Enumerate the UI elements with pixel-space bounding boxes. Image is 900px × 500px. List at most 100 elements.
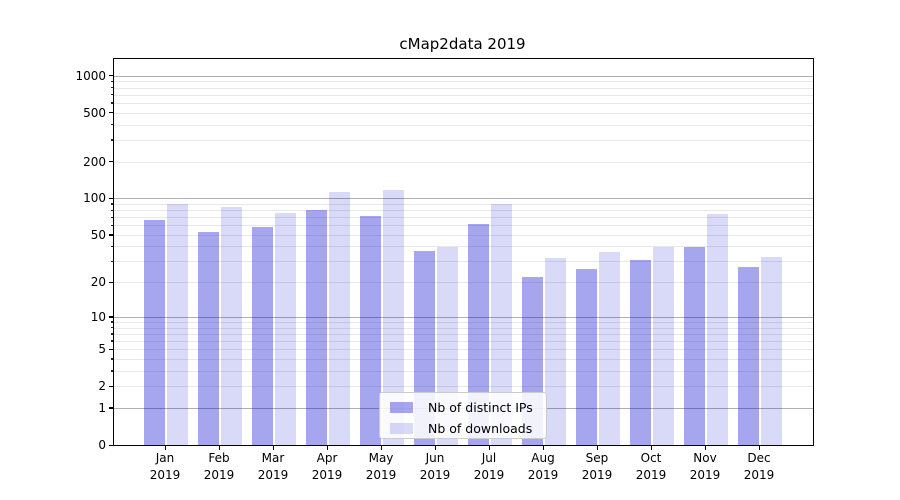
x-tick-label: Jul 2019 [473, 451, 505, 482]
y-minor-tick-mark [110, 327, 113, 329]
y-tick-label: 100 [83, 191, 106, 206]
x-tick-label: Jan 2019 [149, 451, 181, 482]
y-tick-label: 500 [83, 105, 106, 120]
y-tick-mark [109, 385, 113, 387]
y-tick-mark [109, 316, 113, 318]
minor-gridline [114, 327, 813, 329]
y-minor-tick-mark [110, 358, 113, 360]
y-minor-tick-mark [110, 80, 113, 82]
minor-gridline [114, 321, 813, 323]
y-tick-mark [109, 281, 113, 283]
minor-gridline [114, 81, 813, 83]
bar [576, 268, 597, 445]
minor-gridline [114, 217, 813, 219]
bar [545, 258, 566, 445]
bar [653, 246, 674, 445]
x-tick-mark [165, 446, 167, 450]
x-tick-mark [489, 446, 491, 450]
y-tick-label: 1000 [75, 68, 106, 83]
legend-entry-distinct-ips: Nb of distinct IPs [388, 399, 538, 416]
y-minor-tick-mark [110, 370, 113, 372]
minor-gridline [114, 340, 813, 342]
x-tick-label: Feb 2019 [203, 451, 235, 482]
bar [383, 189, 404, 445]
minor-gridline [114, 358, 813, 360]
x-tick-mark [435, 446, 437, 450]
minor-gridline [114, 386, 813, 388]
bar [738, 266, 759, 445]
bar [167, 203, 188, 445]
major-gridline [114, 198, 813, 200]
y-minor-tick-mark [110, 102, 113, 104]
legend-label: Nb of distinct IPs [428, 400, 533, 415]
bar [468, 223, 489, 445]
minor-gridline [114, 234, 813, 236]
x-tick-mark [705, 446, 707, 450]
minor-gridline [114, 94, 813, 96]
minor-gridline [114, 333, 813, 335]
bar [360, 216, 381, 445]
y-tick-mark [109, 234, 113, 236]
y-tick-mark [109, 112, 113, 114]
x-tick-label: May 2019 [365, 451, 397, 482]
x-tick-mark [327, 446, 329, 450]
y-tick-label: 0 [98, 438, 106, 452]
x-tick-mark [381, 446, 383, 450]
minor-gridline [114, 210, 813, 212]
y-minor-tick-mark [110, 340, 113, 342]
legend-swatch-downloads [390, 423, 413, 434]
x-tick-label: Jun 2019 [419, 451, 451, 482]
y-minor-tick-mark [110, 94, 113, 96]
y-tick-label: 5 [98, 342, 106, 357]
y-tick-label: 1 [98, 400, 106, 415]
y-minor-tick-mark [110, 260, 113, 263]
bar [275, 212, 296, 445]
y-minor-tick-mark [110, 333, 113, 335]
bar [252, 227, 273, 445]
y-minor-tick-mark [110, 321, 113, 323]
x-tick-label: Mar 2019 [257, 451, 289, 482]
minor-gridline [114, 349, 813, 351]
y-tick-label: 10 [90, 309, 106, 324]
y-tick-mark [109, 161, 113, 163]
minor-gridline [114, 87, 813, 89]
x-tick-label: Nov 2019 [689, 451, 721, 482]
plot-area [113, 58, 814, 446]
minor-gridline [114, 370, 813, 372]
minor-gridline [114, 112, 813, 114]
x-tick-label: Aug 2019 [527, 451, 559, 482]
y-tick-label: 20 [90, 275, 106, 290]
minor-gridline [114, 124, 813, 126]
major-gridline [114, 316, 813, 318]
bar [707, 214, 728, 445]
chart-title: cMap2data 2019 [399, 35, 526, 53]
y-tick-label: 200 [83, 154, 106, 169]
bar [198, 231, 219, 445]
bar [491, 203, 512, 445]
y-tick-mark [109, 75, 113, 77]
x-tick-mark [597, 446, 599, 450]
legend-entry-downloads: Nb of downloads [388, 420, 538, 437]
legend-swatch-distinct-ips [390, 402, 413, 413]
y-tick-label: 50 [90, 227, 106, 242]
minor-gridline [114, 246, 813, 248]
y-minor-tick-mark [110, 87, 113, 89]
x-tick-mark [651, 446, 653, 450]
minor-gridline [114, 203, 813, 205]
bar [329, 192, 350, 445]
minor-gridline [114, 161, 813, 163]
legend: Nb of distinct IPs Nb of downloads [379, 392, 547, 439]
y-minor-tick-mark [110, 203, 113, 205]
y-tick-mark [109, 348, 113, 350]
y-minor-tick-mark [110, 224, 113, 226]
minor-gridline [114, 139, 813, 141]
bar [599, 251, 620, 445]
y-minor-tick-mark [110, 209, 113, 211]
x-tick-mark [543, 446, 545, 450]
x-tick-mark [759, 446, 761, 450]
minor-gridline [114, 282, 813, 284]
y-tick-mark [109, 407, 113, 409]
legend-label: Nb of downloads [428, 421, 533, 436]
minor-gridline [114, 225, 813, 227]
